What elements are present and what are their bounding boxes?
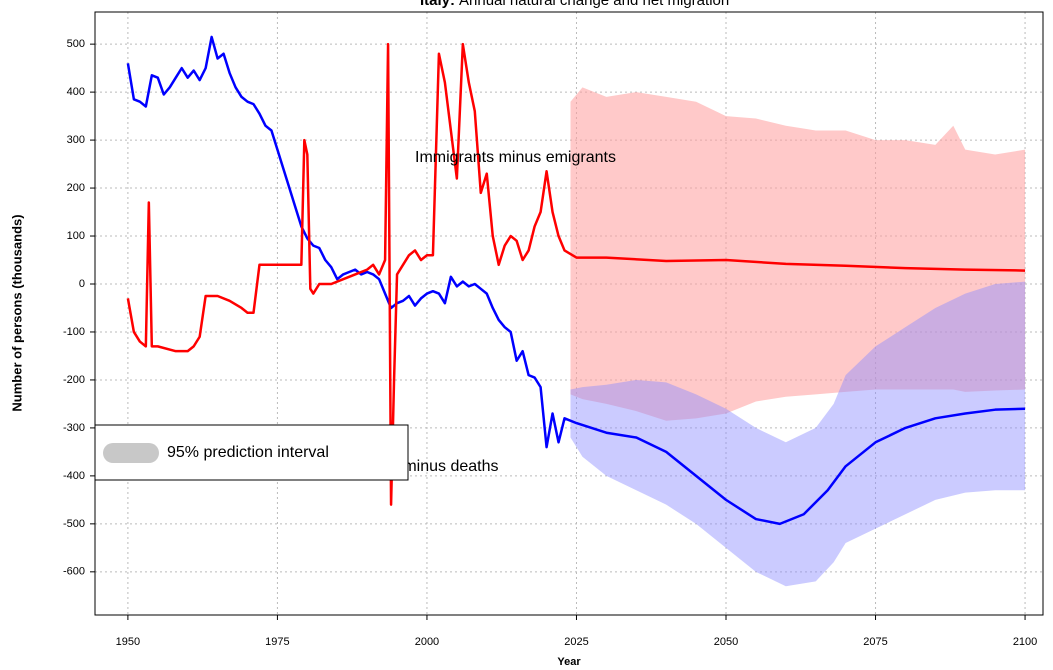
y-tick-label: 400 bbox=[67, 86, 85, 98]
legend-swatch bbox=[103, 443, 159, 463]
x-axis-label: Year bbox=[557, 656, 581, 668]
y-tick-label: -300 bbox=[63, 422, 85, 434]
y-tick-label: 0 bbox=[79, 278, 85, 290]
x-tick-label: 1950 bbox=[116, 636, 140, 648]
x-tick-label: 2000 bbox=[415, 636, 439, 648]
x-tick-label: 1975 bbox=[265, 636, 289, 648]
x-tick-label: 2075 bbox=[863, 636, 887, 648]
annotation: Immigrants minus emigrants bbox=[415, 149, 616, 166]
prediction-band bbox=[570, 87, 1026, 421]
legend-label: 95% prediction interval bbox=[167, 444, 329, 461]
y-tick-label: 500 bbox=[67, 38, 85, 50]
y-tick-label: 100 bbox=[67, 230, 85, 242]
y-tick-label: -500 bbox=[63, 518, 85, 530]
y-axis-label: Number of persons (thousands) bbox=[9, 214, 24, 411]
y-tick-label: 200 bbox=[67, 182, 85, 194]
x-tick-label: 2100 bbox=[1013, 636, 1037, 648]
x-tick-label: 2025 bbox=[564, 636, 588, 648]
chart-title: Annual natural change and net migration bbox=[459, 0, 729, 9]
x-tick-label: 2050 bbox=[714, 636, 738, 648]
y-tick-label: -200 bbox=[63, 374, 85, 386]
y-tick-label: -600 bbox=[63, 566, 85, 578]
y-tick-label: 300 bbox=[67, 134, 85, 146]
plot-frame bbox=[94, 11, 1044, 616]
y-tick-label: -100 bbox=[63, 326, 85, 338]
chart-title-prefix: Italy: bbox=[420, 0, 455, 9]
series-line bbox=[126, 42, 1026, 506]
y-tick-label: -400 bbox=[63, 470, 85, 482]
prediction-band bbox=[570, 281, 1026, 587]
